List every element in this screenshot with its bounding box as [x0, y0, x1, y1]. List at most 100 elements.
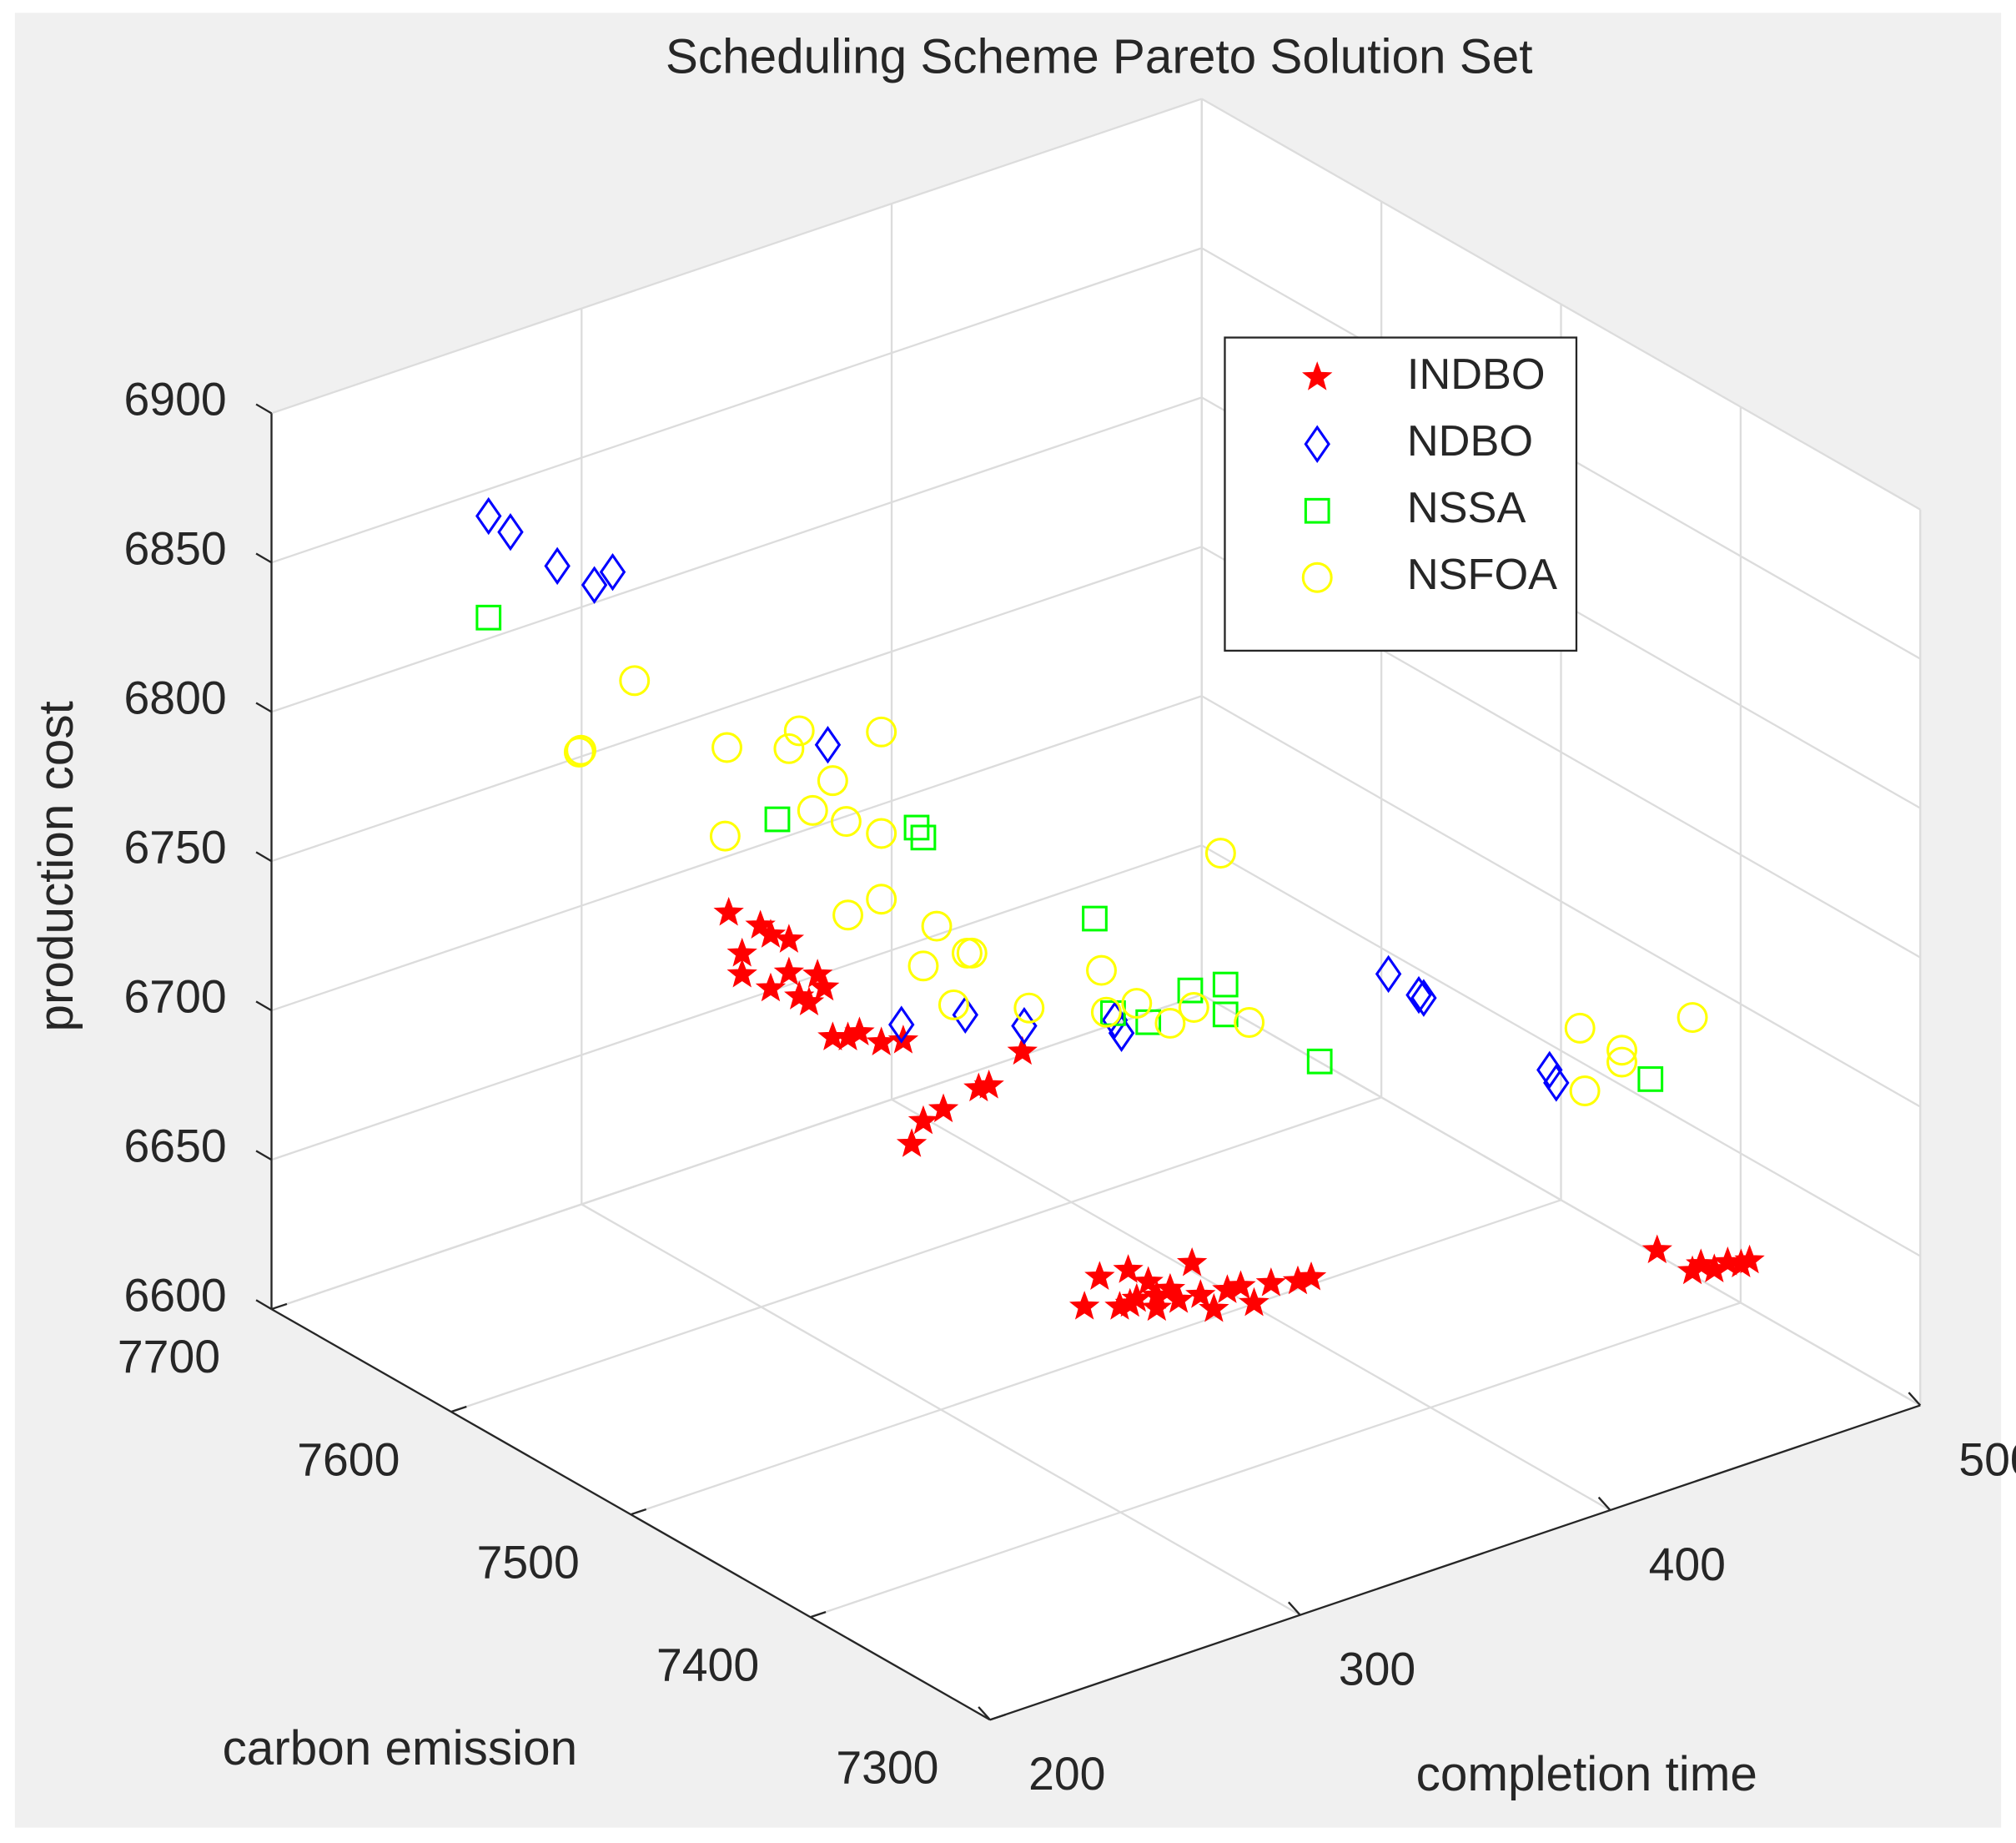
x-tick: [1908, 1392, 1922, 1407]
circle-marker: [866, 716, 897, 748]
circle-marker: [817, 765, 848, 797]
diamond-marker: [544, 546, 571, 586]
star-marker: [1163, 1284, 1194, 1313]
x-tick-label: 500: [1958, 1433, 2016, 1485]
axes: 200 300 400 500 7300 7400 7500 7600 7700 6600 6650…: [118, 374, 2016, 1800]
z-axis-label: production cost: [29, 701, 83, 1031]
grid-line: [271, 844, 1203, 1161]
y-tick: [989, 1714, 1006, 1721]
legend-box: [1224, 336, 1578, 652]
circle-marker: [1013, 992, 1045, 1024]
z-tick-label: 6750: [124, 822, 227, 874]
circle-marker: [619, 665, 651, 697]
star-marker: [1225, 1270, 1256, 1300]
square-marker: [1082, 905, 1108, 932]
z-tick: [255, 851, 273, 863]
circle-marker: [1606, 1046, 1637, 1078]
circle-marker: [1606, 1035, 1637, 1066]
grid-line: [1201, 844, 1921, 1257]
diamond-marker: [1410, 979, 1437, 1017]
grid-line: [271, 98, 1203, 415]
z-tick-label: 6900: [124, 374, 227, 426]
z-tick: [255, 1299, 273, 1311]
star-marker: [1199, 1292, 1229, 1322]
z-tick-label: 6800: [124, 672, 227, 724]
y-tick: [271, 1302, 288, 1311]
star-marker: [907, 1105, 939, 1135]
square-marker: [1637, 1066, 1664, 1092]
star-marker: [1141, 1292, 1173, 1322]
grid-line: [271, 994, 1203, 1311]
legend-label: NDBO: [1407, 417, 1533, 466]
x-tick-label: 200: [1028, 1748, 1105, 1800]
star-marker: [1302, 361, 1333, 390]
star-marker: [1295, 1261, 1327, 1291]
star-marker: [1084, 1261, 1115, 1290]
star-marker: [1641, 1234, 1672, 1264]
legend-label: NSFOA: [1407, 551, 1557, 599]
circle-marker: [830, 806, 862, 838]
circle-marker: [709, 820, 741, 852]
circle-marker: [956, 937, 988, 969]
x-tick: [1288, 1601, 1301, 1616]
grid-line: [1201, 98, 1921, 511]
circle-marker: [566, 734, 596, 766]
y-tick-label: 7600: [297, 1433, 400, 1485]
star-marker: [773, 956, 805, 986]
circle-marker: [866, 884, 897, 915]
z-tick-label: 6650: [124, 1120, 227, 1171]
circle-marker: [1086, 954, 1117, 986]
star-marker: [1114, 1287, 1145, 1317]
x-tick-label: 300: [1339, 1644, 1415, 1695]
star-marker: [1255, 1267, 1287, 1297]
grid-line: [271, 546, 1203, 863]
z-tick: [255, 702, 273, 713]
circle-marker: [1204, 838, 1236, 869]
star-marker: [1007, 1035, 1038, 1065]
diamond-marker: [888, 1005, 915, 1044]
circle-marker: [1677, 1002, 1708, 1034]
star-marker: [1734, 1244, 1765, 1274]
diamond-marker: [497, 513, 524, 551]
star-marker: [713, 896, 744, 926]
y-tick-label: 7300: [836, 1741, 938, 1793]
circle-marker: [1178, 992, 1209, 1023]
x-axis-label: completion time: [1416, 1747, 1757, 1801]
circle-marker: [1569, 1075, 1601, 1106]
diamond-marker: [1543, 1064, 1570, 1102]
diamond-marker: [1375, 954, 1402, 994]
x-tick: [978, 1706, 991, 1721]
circle-marker: [866, 818, 897, 849]
star-marker: [973, 1070, 1004, 1099]
square-marker: [1306, 1048, 1333, 1075]
z-tick: [255, 1150, 273, 1161]
circle-marker: [832, 899, 864, 931]
diamond-marker: [1108, 1014, 1135, 1052]
star-marker: [755, 919, 787, 948]
z-tick: [255, 403, 273, 415]
y-tick-label: 7400: [656, 1639, 759, 1690]
x-axis-line: [989, 1404, 1921, 1721]
square-marker: [764, 806, 791, 833]
grid-line: [630, 1199, 1561, 1516]
circle-marker: [1090, 996, 1122, 1028]
grid-line: [271, 695, 1203, 1012]
legend-label: INDBO: [1407, 350, 1546, 399]
grid-line: [810, 1302, 1742, 1619]
star-marker: [802, 959, 833, 988]
y-tick: [450, 1405, 467, 1413]
circle-marker: [773, 733, 805, 764]
grid-line: [271, 396, 1203, 713]
circle-marker: [563, 737, 595, 768]
z-tick-label: 6850: [124, 523, 227, 575]
square-marker: [1177, 977, 1204, 1004]
circle-marker: [797, 794, 828, 826]
star-marker: [793, 986, 825, 1016]
square-marker: [475, 604, 502, 631]
square-marker: [903, 814, 930, 841]
y-tick: [630, 1508, 647, 1516]
y-tick-label: 7500: [477, 1536, 580, 1588]
circle-marker: [1234, 1007, 1265, 1038]
diamond-marker: [1101, 1001, 1129, 1040]
x-tick-label: 400: [1649, 1538, 1726, 1590]
